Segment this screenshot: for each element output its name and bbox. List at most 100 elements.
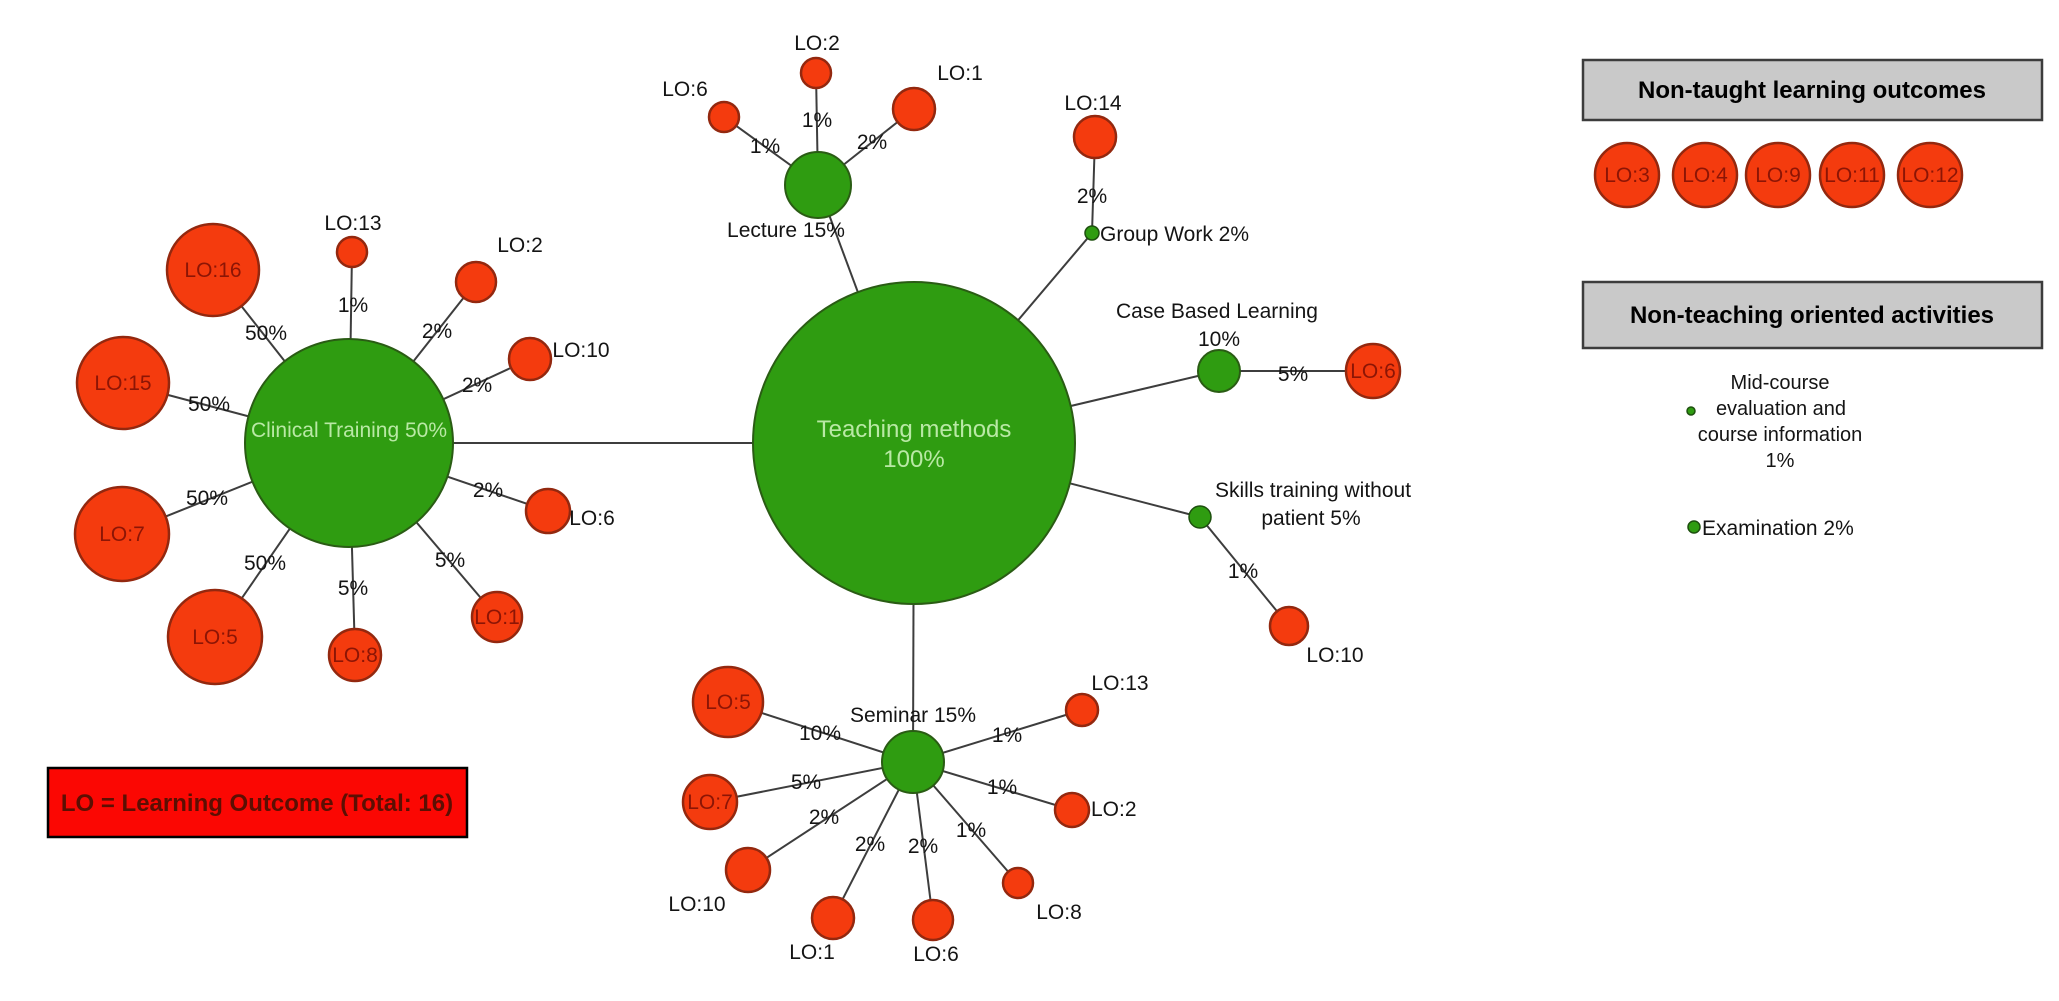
clinical-lo7-label: LO:7 <box>99 523 145 546</box>
casebased-lo6-label: LO:6 <box>1350 360 1396 383</box>
lecture-lo1-node <box>891 86 937 132</box>
seminar-lo1-label: LO:1 <box>789 941 835 964</box>
casebased-node <box>1197 349 1241 393</box>
seminar-lo10-label: LO:10 <box>668 893 725 916</box>
nontaught-lo11-node <box>1818 141 1886 209</box>
pct-lecture-lo2: 1% <box>802 109 832 132</box>
pct-clinical-lo1: 5% <box>435 549 465 572</box>
groupwork-lo14-node <box>1072 114 1118 160</box>
seminar-label: Seminar 15% <box>850 704 976 727</box>
seminar-lo6-label: LO:6 <box>913 943 959 966</box>
pct-skills-lo10: 1% <box>1228 560 1258 583</box>
examination-label: Examination 2% <box>1702 517 1854 540</box>
edge-seminar-lo10 <box>747 761 914 871</box>
legend-note-box <box>46 766 469 839</box>
nontaught-lo3-node <box>1593 141 1661 209</box>
seminar-lo7-label: LO:7 <box>687 791 733 814</box>
seminar-lo8-node <box>1001 866 1035 900</box>
lecture-node <box>784 151 852 219</box>
nontaught-lo12-node <box>1896 141 1964 209</box>
edge-percent-labels: 50% 50% 50% 50% 1% 2% 2% 2% 5% 5% 1% 1% … <box>186 109 1308 858</box>
nontaught-lo9-label: LO:9 <box>1755 164 1801 187</box>
groupwork-lo14-label: LO:14 <box>1064 92 1122 115</box>
clinical-lo15-node <box>75 335 171 431</box>
lecture-lo2-label: LO:2 <box>794 32 840 55</box>
edge-seminar-lo7 <box>709 761 914 803</box>
non-teaching-panel: Non-teaching oriented activities Mid-cou… <box>1581 280 2044 540</box>
pct-seminar-lo1: 2% <box>855 833 885 856</box>
nontaught-lo11-label: LO:11 <box>1824 164 1880 187</box>
teaching-methods-node <box>752 281 1076 605</box>
midcourse-label-line1: Mid-course <box>1731 372 1830 394</box>
seminar-lo2-node <box>1053 791 1091 829</box>
seminar-lo7-node <box>681 773 739 831</box>
lecture-lo2-node <box>799 56 833 90</box>
seminar-lo6-node <box>911 898 955 942</box>
casebased-label-line1: Case Based Learning <box>1116 300 1318 323</box>
teaching-methods-label-line2: 100% <box>883 446 944 473</box>
nontaught-lo4-node <box>1671 141 1739 209</box>
lecture-lo6-node <box>707 100 741 134</box>
seminar-lo10-node <box>724 846 772 894</box>
skills-label-line2: patient 5% <box>1261 507 1360 530</box>
clinical-lo16-label: LO:16 <box>184 259 241 282</box>
pct-clinical-lo10: 2% <box>462 374 492 397</box>
nontaught-lo9-node <box>1744 141 1812 209</box>
casebased-label-line2: 10% <box>1198 328 1240 351</box>
nontaught-lo12-label: LO:12 <box>1901 164 1958 187</box>
midcourse-node <box>1686 406 1696 416</box>
clinical-training-node <box>244 338 454 548</box>
clinical-lo10-node <box>507 336 553 382</box>
pct-seminar-lo7: 5% <box>791 771 821 794</box>
pct-seminar-lo6: 2% <box>908 835 938 858</box>
pct-seminar-lo2: 1% <box>987 776 1017 799</box>
clinical-lo7-node <box>73 485 171 583</box>
pct-seminar-lo10: 2% <box>809 806 839 829</box>
lecture-label: Lecture 15% <box>727 219 845 242</box>
skills-lo10-label: LO:10 <box>1306 644 1363 667</box>
clinical-lo1-node <box>470 590 524 644</box>
clinical-lo1-label: LO:1 <box>474 606 520 629</box>
edge-skills-lo10 <box>1199 516 1290 627</box>
pct-clinical-lo6: 2% <box>473 479 503 502</box>
examination-node <box>1687 520 1701 534</box>
pct-lecture-lo1: 2% <box>857 131 887 154</box>
nontaught-lo4-label: LO:4 <box>1682 164 1728 187</box>
pct-clinical-lo16: 50% <box>245 322 287 345</box>
seminar-lo2-label: LO:2 <box>1091 798 1137 821</box>
non-taught-header-box <box>1581 58 2044 122</box>
clinical-training-label: Clinical Training 50% <box>251 419 447 442</box>
pct-clinical-lo7: 50% <box>186 487 228 510</box>
legend-note-label: LO = Learning Outcome (Total: 16) <box>61 790 453 817</box>
clinical-lo5-node <box>166 588 264 686</box>
pct-clinical-lo5: 50% <box>244 552 286 575</box>
legend-note: LO = Learning Outcome (Total: 16) <box>46 766 469 839</box>
pct-seminar-lo13: 1% <box>992 724 1022 747</box>
non-taught-panel: Non-taught learning outcomes LO:3 LO:4 L… <box>1581 58 2044 209</box>
clinical-lo13-label: LO:13 <box>324 212 381 235</box>
skills-node <box>1188 505 1212 529</box>
clinical-lo8-label: LO:8 <box>332 644 378 667</box>
pct-lecture-lo6: 1% <box>750 135 780 158</box>
pct-clinical-lo15: 50% <box>188 393 230 416</box>
clinical-lo8-node <box>327 627 383 683</box>
groupwork-label: Group Work 2% <box>1100 223 1249 246</box>
seminar-lo13-label: LO:13 <box>1091 672 1148 695</box>
clinical-lo2-node <box>454 260 498 304</box>
casebased-lo6-node <box>1344 342 1402 400</box>
pct-clinical-lo13: 1% <box>338 294 368 317</box>
clinical-lo2-label: LO:2 <box>497 234 543 257</box>
node-labels: Teaching methods 100% Clinical Training … <box>94 32 1411 966</box>
clinical-lo6-node <box>524 487 572 535</box>
pct-seminar-lo8: 1% <box>956 819 986 842</box>
clinical-lo15-label: LO:15 <box>94 372 151 395</box>
seminar-lo8-label: LO:8 <box>1036 901 1082 924</box>
clinical-lo13-node <box>335 235 369 269</box>
seminar-lo5-label: LO:5 <box>705 691 751 714</box>
clinical-lo10-label: LO:10 <box>552 339 609 362</box>
seminar-lo13-node <box>1064 692 1100 728</box>
skills-lo10-node <box>1268 605 1310 647</box>
seminar-lo5-node <box>691 665 765 739</box>
